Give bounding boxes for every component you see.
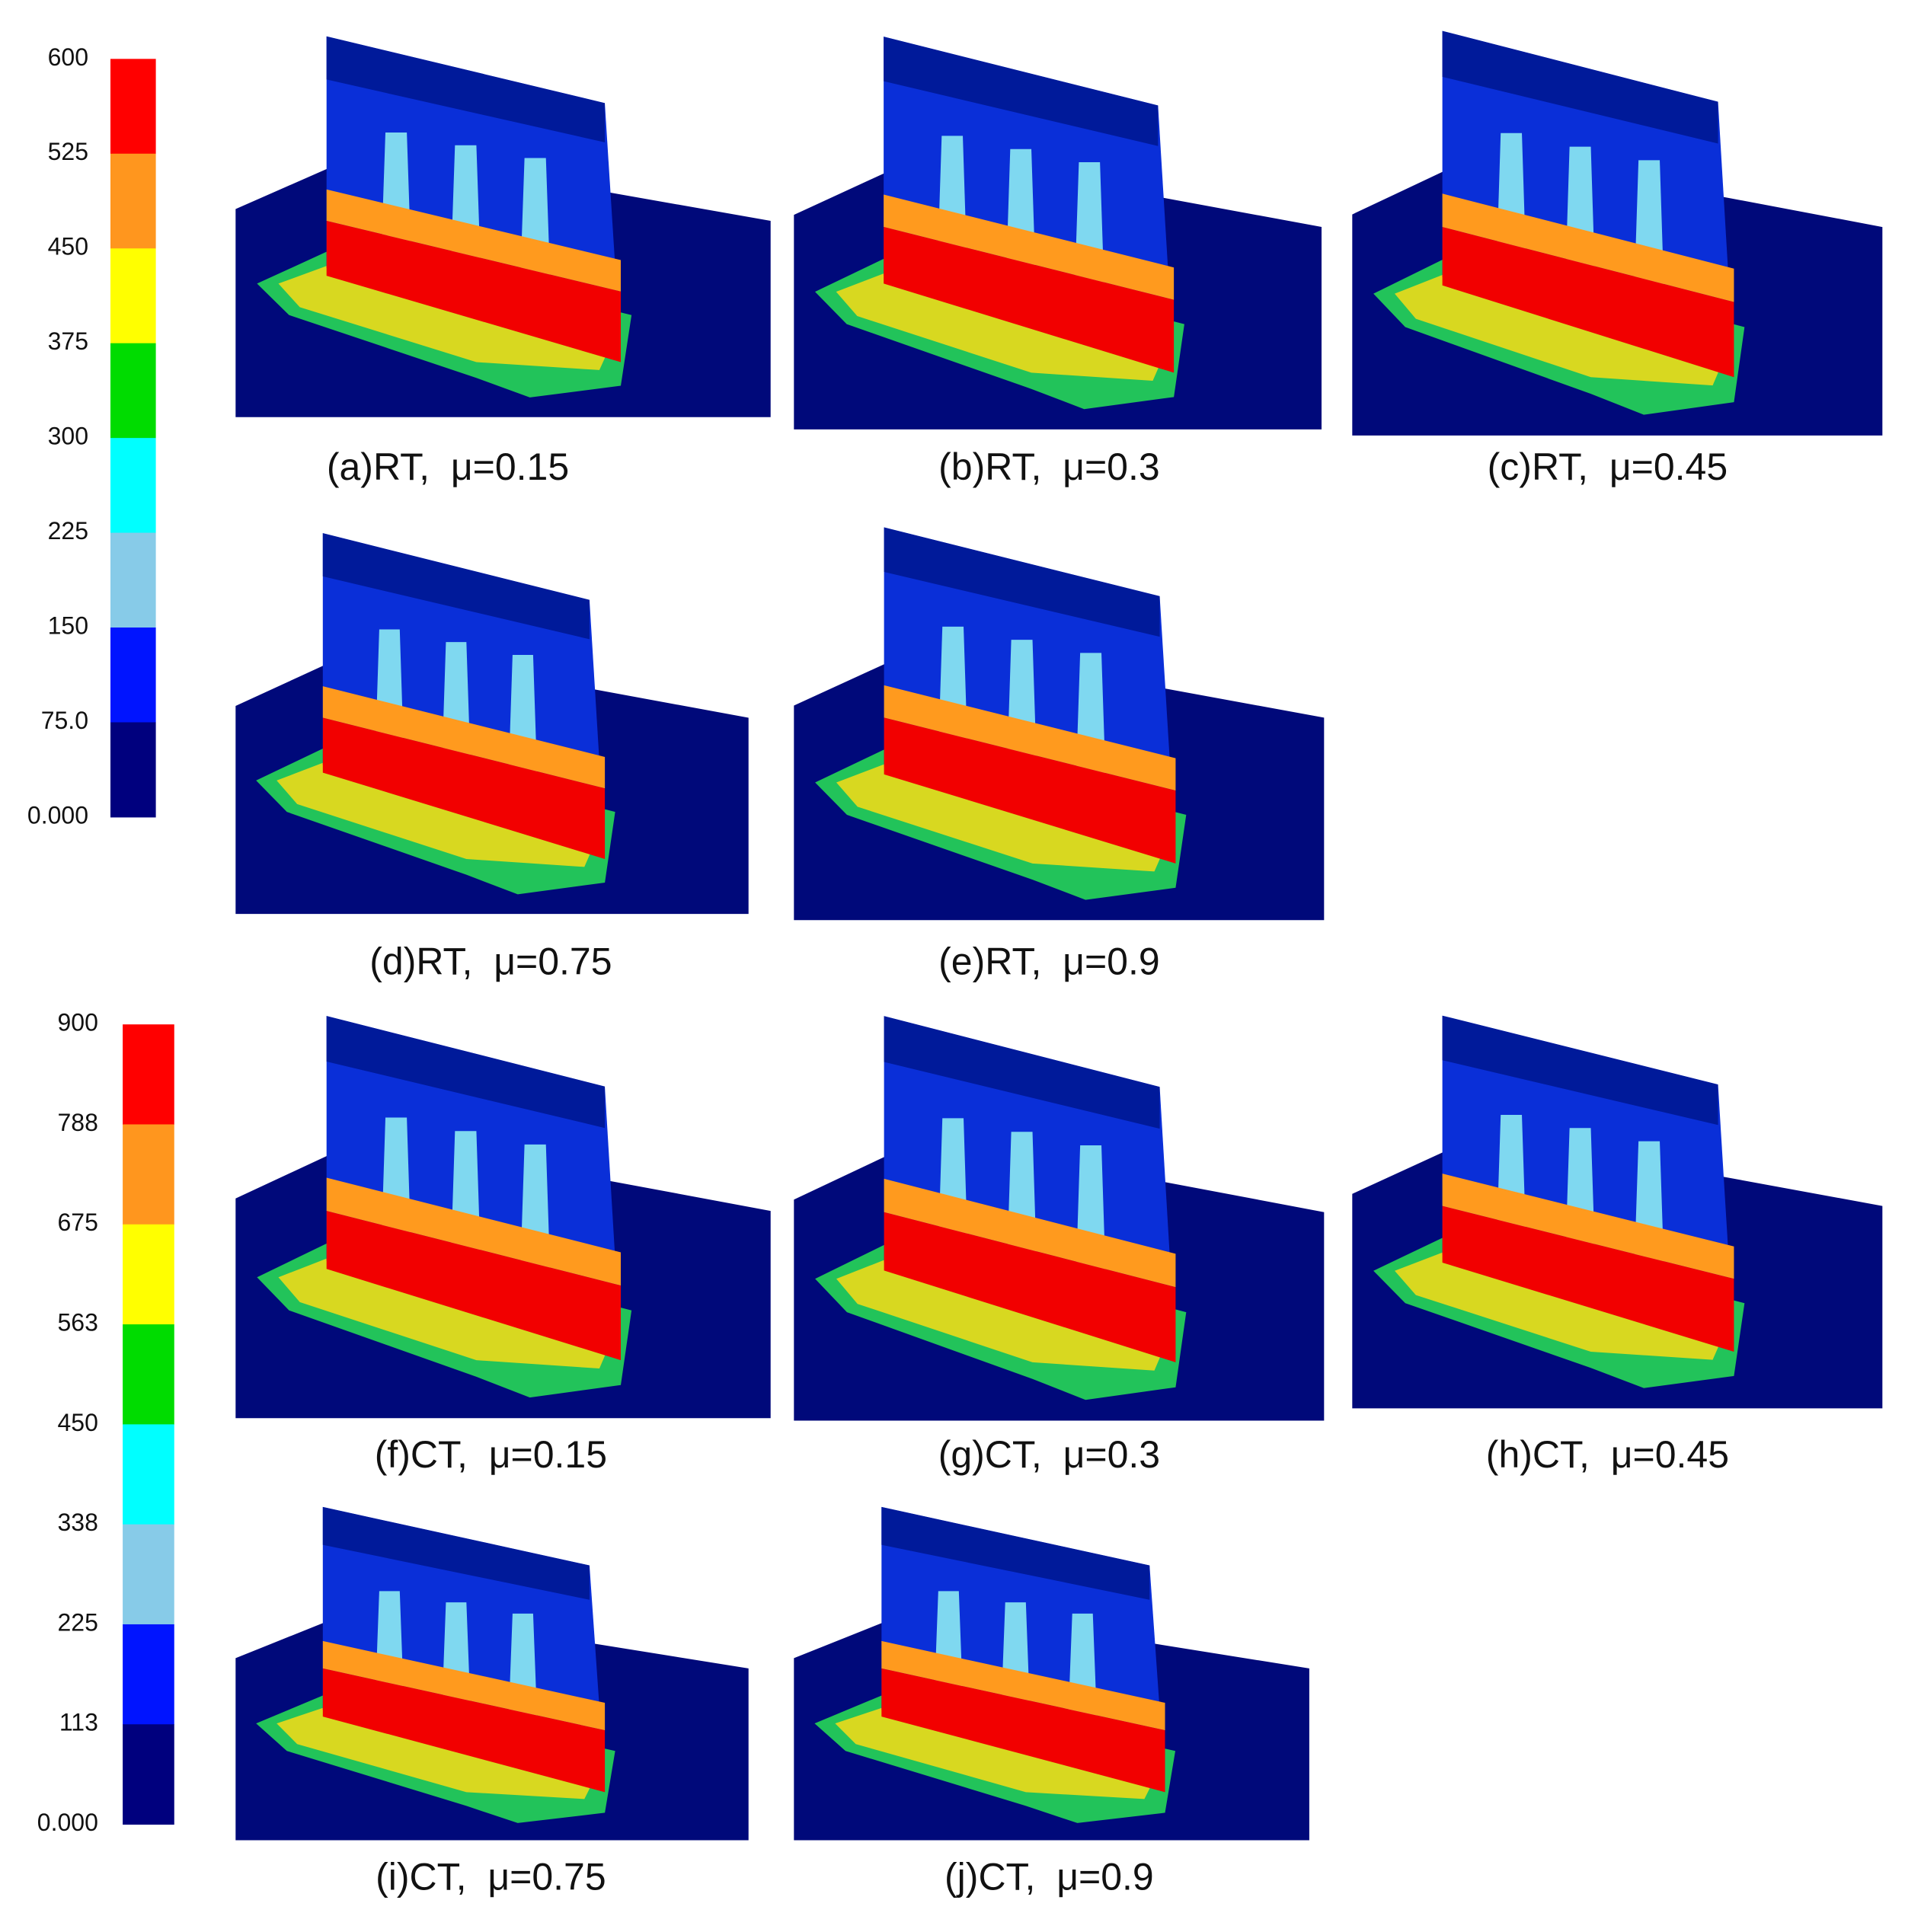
tool-red: [326, 1211, 622, 1361]
colorbar-band: [110, 153, 156, 249]
contour-plot: [794, 1016, 1325, 1421]
tool-red: [884, 227, 1175, 373]
colorbar-band: [123, 1424, 174, 1525]
panel-caption: (j)CT, μ=0.9: [945, 1855, 1154, 1898]
halo-yellow: [1395, 268, 1734, 386]
tool-orange: [326, 189, 622, 292]
colorbar-band: [123, 1124, 174, 1225]
tool-top: [884, 527, 1160, 637]
panel-caption: (i)CT, μ=0.75: [376, 1855, 606, 1898]
colorbar-label: 225: [48, 517, 88, 544]
contour-plot: [794, 37, 1322, 430]
tool-red: [881, 1668, 1165, 1793]
panel-caption: (d)RT, μ=0.75: [369, 940, 612, 982]
tool-orange: [1442, 1174, 1734, 1279]
tool-top: [322, 533, 590, 640]
tool-top: [1442, 1015, 1718, 1126]
colorbar-band: [123, 1024, 174, 1125]
tool-red: [1442, 1206, 1734, 1352]
colorbar-band: [110, 59, 156, 155]
tool-orange: [326, 1177, 622, 1286]
panel-caption: (a)RT, μ=0.15: [327, 445, 569, 488]
colorbar-label: 300: [48, 423, 88, 450]
tool-red: [326, 221, 622, 362]
tool-red: [884, 1212, 1176, 1362]
colorbar-band: [110, 438, 156, 534]
halo-yellow: [278, 1252, 622, 1368]
tool-orange: [881, 1640, 1165, 1731]
contour-plot: [235, 36, 771, 417]
contour-plot: [235, 1016, 771, 1419]
colorbar-band: [123, 1624, 174, 1725]
colorbar-band: [110, 722, 156, 818]
halo-yellow: [836, 1253, 1176, 1371]
contour-plot: [235, 1506, 749, 1841]
colorbar-label: 525: [48, 138, 88, 165]
panel-caption: (c)RT, μ=0.45: [1488, 445, 1728, 488]
colorbar-band: [110, 248, 156, 344]
tool-red: [322, 1668, 606, 1793]
contour-plot: [794, 527, 1325, 921]
halo-yellow: [836, 267, 1175, 382]
colorbar-label: 75.0: [41, 707, 88, 734]
panel-caption: (e)RT, μ=0.9: [938, 940, 1160, 982]
tool-orange: [322, 686, 606, 789]
colorbar: 900 788 675 563 450 338 225 113 0.000: [37, 1009, 174, 1836]
panel-caption: (h)CT, μ=0.45: [1486, 1433, 1729, 1476]
contour-plot: [235, 533, 749, 915]
colorbar-label: 0.000: [37, 1809, 98, 1836]
colorbar-band: [123, 1324, 174, 1425]
colorbar-band: [123, 1224, 174, 1325]
colorbar-label: 600: [48, 43, 88, 71]
tool-top: [326, 1016, 606, 1129]
tool-orange: [884, 685, 1176, 791]
colorbar-label: 563: [57, 1309, 97, 1336]
panel-caption: (f)CT, μ=0.15: [375, 1433, 607, 1476]
panel-caption: (b)RT, μ=0.3: [938, 445, 1160, 488]
tool-red: [322, 717, 606, 859]
colorbar-label: 150: [48, 612, 88, 639]
colorbar-label: 900: [57, 1009, 97, 1036]
halo-yellow: [835, 1703, 1165, 1799]
halo-yellow: [1395, 1246, 1734, 1360]
tool-top: [326, 36, 606, 142]
colorbar-label: 375: [48, 327, 88, 355]
halo-yellow: [276, 756, 606, 867]
colorbar-label: 225: [57, 1608, 97, 1636]
contour-plot: [1352, 1015, 1883, 1409]
tool-top: [1442, 30, 1718, 144]
colorbar-label: 450: [57, 1409, 97, 1436]
colorbar-band: [110, 532, 156, 628]
panel-caption: (g)CT, μ=0.3: [938, 1433, 1160, 1476]
contour-plot: [794, 1506, 1309, 1841]
tool-orange: [322, 1640, 606, 1731]
colorbar-label: 113: [59, 1709, 98, 1736]
contour-plot: [1352, 30, 1883, 436]
colorbar-label: 675: [57, 1209, 97, 1236]
tool-top: [884, 1016, 1160, 1129]
halo-yellow: [836, 758, 1176, 872]
tool-top: [322, 1506, 590, 1600]
halo-yellow: [278, 260, 622, 370]
colorbar-band: [123, 1724, 174, 1825]
colorbar-band: [110, 628, 156, 723]
tool-orange: [884, 1178, 1176, 1288]
colorbar-band: [110, 343, 156, 439]
tool-orange: [1442, 193, 1734, 302]
colorbar-band: [123, 1524, 174, 1625]
colorbar-label: 0.000: [27, 801, 88, 829]
tool-red: [1442, 227, 1734, 378]
halo-yellow: [276, 1703, 606, 1799]
colorbar-label: 788: [57, 1109, 97, 1136]
tool-orange: [884, 194, 1175, 300]
colorbar-label: 450: [48, 233, 88, 260]
tool-top: [881, 1506, 1150, 1600]
tool-red: [884, 717, 1176, 864]
colorbar: 600 525 450 375 300 225 150 75.0 0.000: [27, 43, 156, 829]
tool-top: [884, 37, 1159, 146]
colorbar-label: 338: [57, 1509, 97, 1536]
